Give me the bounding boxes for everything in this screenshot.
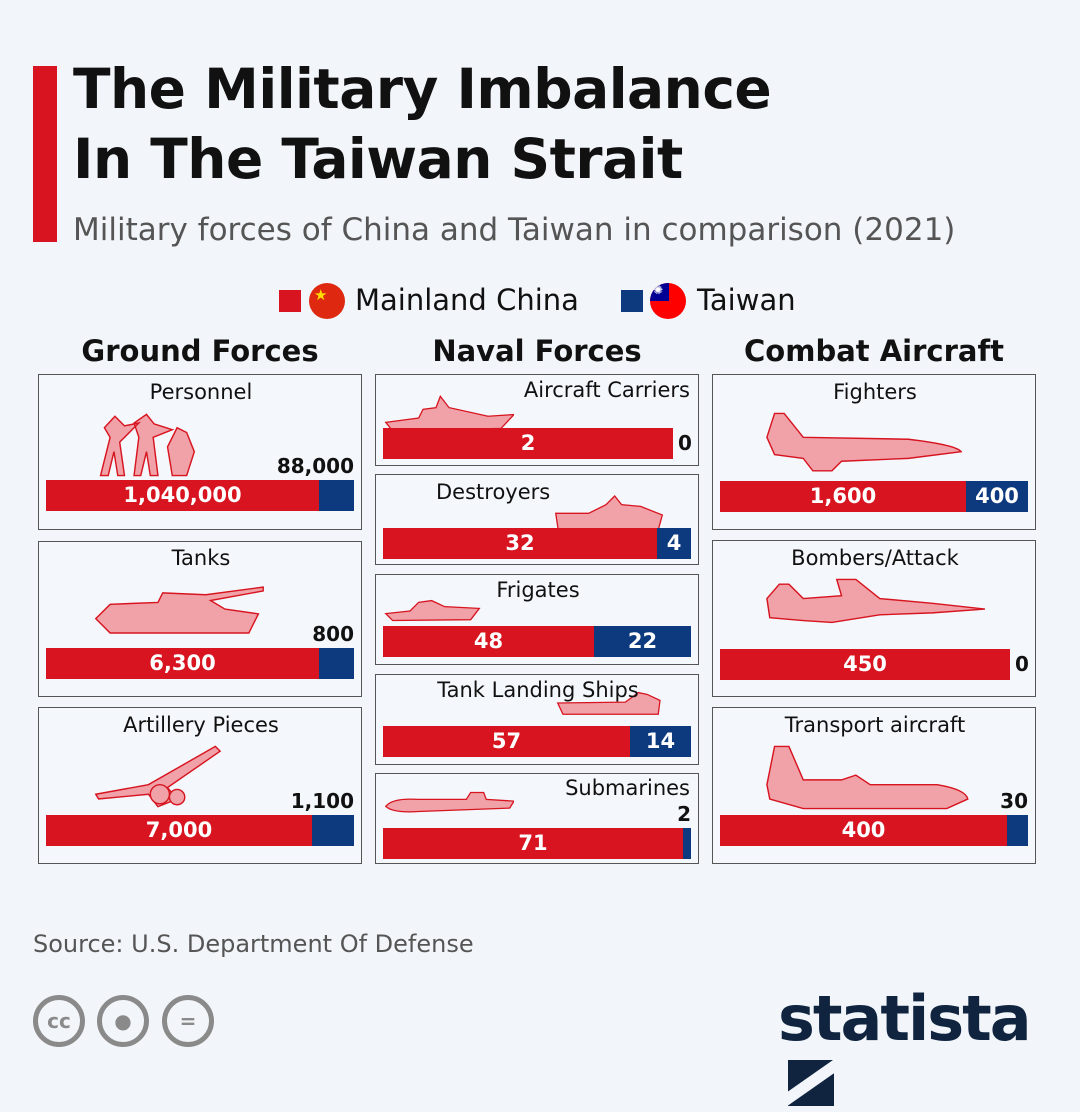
bar-value-taiwan: 0: [678, 431, 692, 455]
group-title: Combat Aircraft: [744, 334, 1004, 368]
bar-china: [46, 480, 319, 511]
panel-label: Tank Landing Ships: [437, 678, 639, 702]
bar-taiwan: [312, 815, 354, 846]
bar-value-taiwan: 4: [666, 531, 682, 555]
submarine-icon: [384, 786, 516, 831]
bar-value-taiwan: 30: [1000, 789, 1028, 813]
panel-submarines: Submarines 71 2: [375, 773, 699, 864]
bar-china: [383, 726, 630, 757]
bar-value-taiwan: 2: [677, 802, 691, 826]
legend-swatch-taiwan: [621, 290, 643, 312]
logo-text: statista: [778, 982, 1032, 1055]
bar-value-china: 32: [505, 531, 535, 555]
panel-label: Personnel: [149, 380, 253, 404]
bar-value-china: 7,000: [145, 818, 213, 842]
statista-logo: statista: [778, 988, 1080, 1112]
bar-value-taiwan: 400: [975, 484, 1019, 508]
bar-value-china: 71: [518, 831, 548, 855]
legend-label-china: Mainland China: [355, 283, 579, 317]
bar-china: [720, 649, 1010, 680]
panel-label: Bombers/Attack: [791, 546, 959, 570]
title-line-1: The Military Imbalance: [73, 57, 772, 121]
bar-value-china: 400: [841, 818, 886, 842]
bar-taiwan: [594, 626, 691, 657]
panel-label: Transport aircraft: [784, 713, 966, 737]
panel-label: Aircraft Carriers: [523, 378, 690, 402]
bar-taiwan: [966, 481, 1028, 512]
group-title: Naval Forces: [432, 334, 642, 368]
panel-label: Artillery Pieces: [123, 713, 279, 737]
title-line-2: In The Taiwan Strait: [73, 127, 683, 191]
bar-value-china: 48: [473, 629, 504, 653]
taiwan-flag-icon: ✺: [650, 283, 686, 319]
bar-value-china: 57: [491, 729, 522, 753]
bar-value-china: 1,040,000: [123, 483, 242, 507]
bar-value-china: 1,600: [809, 484, 877, 508]
bar-taiwan: [319, 648, 354, 679]
bar-china: [46, 648, 319, 679]
bar-value-china: 2: [520, 431, 536, 455]
bar-china: [383, 528, 657, 559]
panel-bombers-attack: Bombers/Attack 450 0: [712, 540, 1036, 697]
bar-value-taiwan: 800: [312, 622, 354, 646]
bar-value-taiwan: 1,100: [290, 789, 354, 813]
bar-value-china: 450: [843, 652, 887, 676]
bomber-icon: [765, 573, 986, 648]
tank-icon: [91, 574, 311, 649]
panel-label: Submarines: [565, 776, 690, 800]
legend-label-taiwan: Taiwan: [697, 283, 796, 317]
cc-icon: cc: [33, 995, 85, 1047]
bar-china: [720, 481, 966, 512]
no-derivatives-icon: =: [162, 995, 214, 1047]
bar-china: [46, 815, 312, 846]
frigate-icon: [384, 595, 514, 640]
legend-swatch-china: [279, 290, 301, 312]
panel-frigates: Frigates 48 22: [375, 574, 699, 665]
panel-transport-aircraft: Transport aircraft 400 30: [712, 707, 1036, 864]
panel-label: Frigates: [496, 578, 580, 602]
bar-taiwan: [683, 828, 691, 859]
bar-china: [383, 626, 594, 657]
bar-china: [383, 828, 683, 859]
subtitle: Military forces of China and Taiwan in c…: [73, 212, 956, 248]
panel-label: Fighters: [833, 380, 917, 404]
bar-taiwan: [630, 726, 691, 757]
bar-value-taiwan: 22: [627, 629, 658, 653]
bar-value-taiwan: 14: [645, 729, 676, 753]
bar-value-taiwan: 88,000: [276, 454, 354, 478]
title-accent-bar: [33, 66, 57, 242]
fighter-jet-icon: [765, 407, 985, 482]
attribution-icon: ●: [97, 995, 149, 1047]
bar-china: [383, 428, 673, 459]
panel-label: Destroyers: [436, 480, 551, 504]
bar-value-china: 6,300: [149, 651, 216, 675]
transport-plane-icon: [765, 740, 985, 815]
panel-tank-landing-ships: Tank Landing Ships 57 14: [375, 674, 699, 765]
bar-taiwan: [657, 528, 691, 559]
bar-value-taiwan: 0: [1015, 652, 1029, 676]
panel-personnel: Personnel 1,040,000 88,000: [38, 374, 362, 530]
bar-china: [720, 815, 1007, 846]
landing-ship-icon: [556, 687, 686, 732]
panel-destroyers: Destroyers 32 4: [375, 474, 699, 565]
group-title: Ground Forces: [81, 334, 319, 368]
artillery-icon: [91, 740, 311, 815]
china-flag-icon: ★: [309, 283, 345, 319]
panel-tanks: Tanks 6,300 800: [38, 541, 362, 697]
soldiers-icon: [91, 407, 311, 482]
source-note: Source: U.S. Department Of Defense: [33, 930, 474, 958]
bar-taiwan: [319, 480, 354, 511]
statista-logo-mark-icon: [788, 1060, 834, 1106]
panel-label: Tanks: [171, 546, 231, 570]
panel-artillery-pieces: Artillery Pieces 7,000 1,100: [38, 707, 362, 864]
panel-fighters: Fighters 1,600 400: [712, 374, 1036, 530]
panel-aircraft-carriers: Aircraft Carriers 2 0: [375, 374, 699, 466]
bar-taiwan: [1007, 815, 1028, 846]
